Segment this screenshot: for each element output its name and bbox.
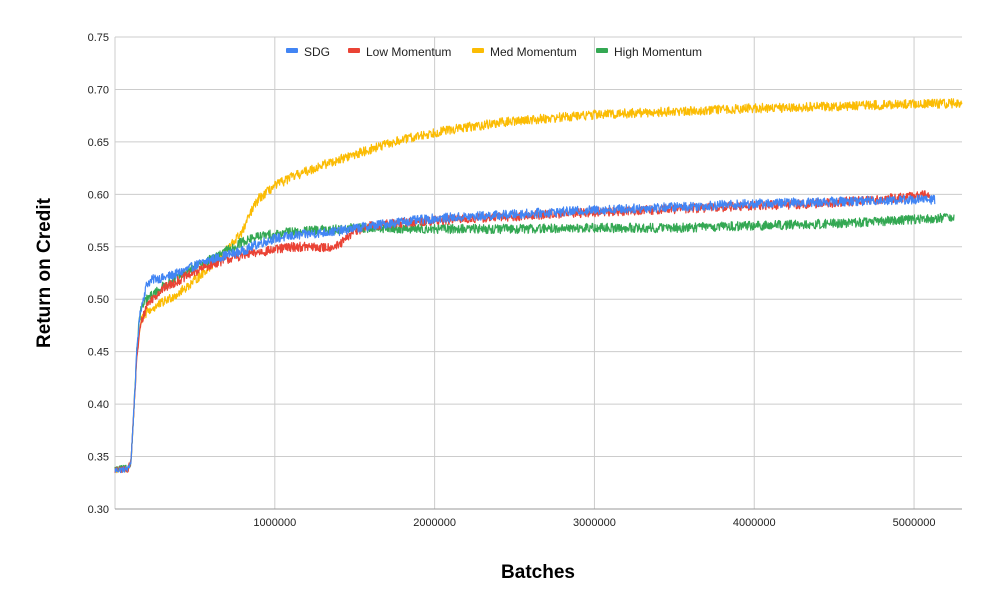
y-axis-title: Return on Credit	[34, 197, 55, 348]
y-tick-label: 0.70	[88, 84, 109, 96]
legend-label: Low Momentum	[366, 45, 451, 59]
legend-swatch	[472, 48, 484, 53]
y-tick-label: 0.60	[88, 189, 109, 201]
legend-item: Low Momentum	[348, 45, 451, 59]
x-tick-label: 1000000	[253, 517, 296, 529]
legend-label: Med Momentum	[490, 45, 577, 59]
x-axis-title: Batches	[501, 562, 575, 583]
y-tick-label: 0.75	[88, 32, 109, 44]
series-line-high-momentum	[114, 212, 955, 473]
legend-item: Med Momentum	[472, 45, 577, 59]
x-tick-label: 2000000	[413, 517, 456, 529]
x-tick-label: 3000000	[573, 517, 616, 529]
y-tick-label: 0.45	[88, 347, 109, 359]
series-lines	[114, 98, 963, 474]
legend-swatch	[596, 48, 608, 53]
legend-swatch	[286, 48, 298, 53]
x-tick-label: 4000000	[733, 517, 776, 529]
y-tick-label: 0.50	[88, 294, 109, 306]
x-tick-label: 5000000	[893, 517, 936, 529]
y-tick-label: 0.55	[88, 242, 109, 254]
legend-swatch	[348, 48, 360, 53]
series-line-med-momentum	[114, 98, 963, 474]
axes: 0.30 0.35 0.40 0.45 0.50 0.55 0.60 0.65 0.70 0.75…	[88, 32, 962, 529]
legend-label: SDG	[304, 45, 330, 59]
y-tick-label: 0.35	[88, 452, 109, 464]
legend: SDG Low Momentum Med Momentum High Momentum	[286, 45, 702, 59]
y-tick-label: 0.65	[88, 137, 109, 149]
legend-label: High Momentum	[614, 45, 702, 59]
legend-item: SDG	[286, 45, 330, 59]
y-tick-label: 0.30	[88, 504, 109, 516]
series-line-sdg	[114, 194, 936, 474]
y-tick-label: 0.40	[88, 399, 109, 411]
legend-item: High Momentum	[596, 45, 702, 59]
